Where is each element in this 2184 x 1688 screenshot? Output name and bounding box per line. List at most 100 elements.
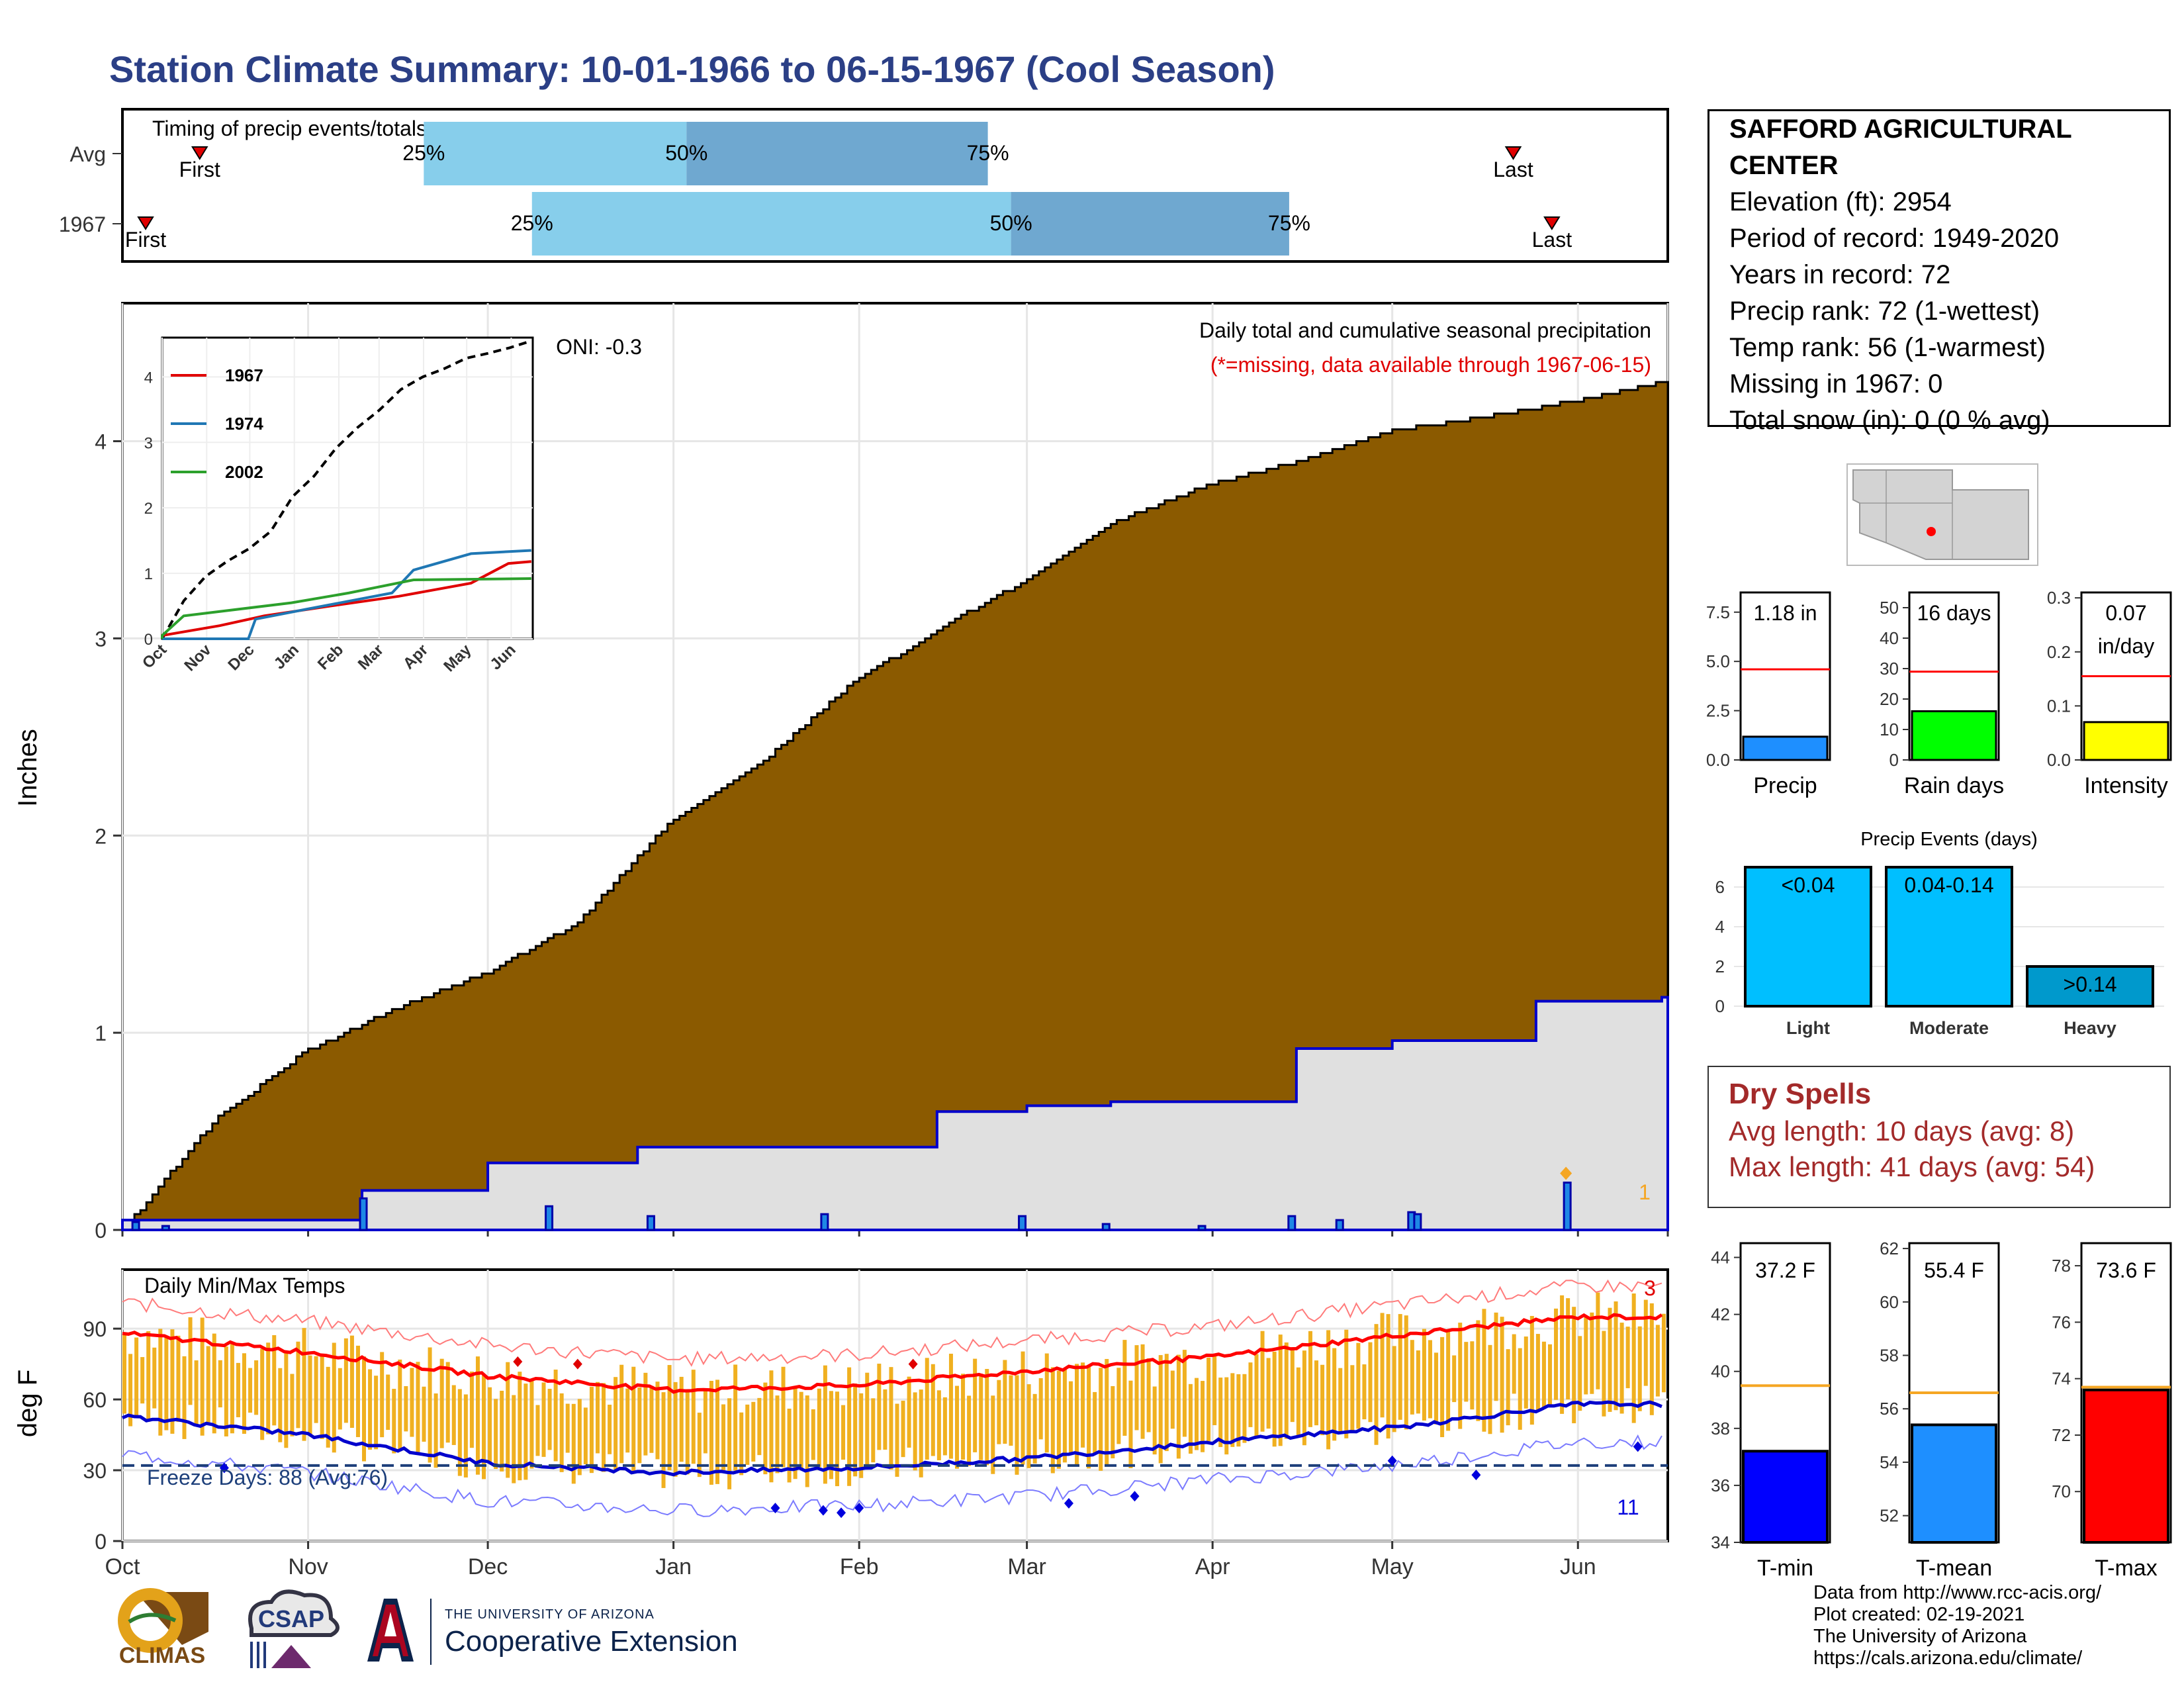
daily-temp-bar (1081, 1362, 1085, 1448)
daily-temp-bar (254, 1360, 259, 1415)
daily-temp-bar (991, 1395, 995, 1474)
daily-temp-bar (1044, 1353, 1049, 1453)
temp-ytick-label-0: 0 (95, 1530, 107, 1554)
timing-first-label-0: First (179, 158, 220, 181)
daily-temp-bar (619, 1364, 624, 1464)
daily-temp-bar (1482, 1309, 1486, 1432)
daily-temp-bar (817, 1388, 821, 1468)
daily-temp-bar (703, 1391, 707, 1454)
daily-precip-bar-12 (1413, 1213, 1422, 1231)
precip-ytick-label-1: 1 (95, 1021, 107, 1045)
daily-temp-bar (416, 1362, 420, 1453)
temp-summary-value-1: 55.4 F (1924, 1258, 1984, 1282)
record-low-marker-1 (770, 1503, 780, 1514)
dry-spells-avg: Avg length: 10 days (avg: 8) (1729, 1115, 2075, 1147)
daily-temp-bar (781, 1366, 786, 1468)
daily-temp-bar (1344, 1329, 1349, 1438)
daily-temp-bar (1314, 1360, 1319, 1426)
daily-precip-bar-0 (131, 1221, 140, 1231)
daily-temp-bar (1596, 1292, 1600, 1389)
max-precip-marker (1560, 1166, 1572, 1180)
daily-temp-bar (1332, 1348, 1337, 1441)
station-precip-rank: Precip rank: 72 (1-wettest) (1729, 297, 2040, 326)
daily-temp-bar (1362, 1364, 1367, 1420)
daily-temp-bar (1182, 1350, 1187, 1437)
temp-ytick-label-2: 60 (83, 1388, 107, 1412)
temp-ylabel: deg F (13, 1370, 42, 1437)
cumulative-precip-1967-area (122, 381, 1669, 1231)
daily-precip-bar-10 (1335, 1219, 1344, 1231)
daily-temp-bar (1428, 1340, 1432, 1419)
inset-ytick-3: 3 (144, 434, 153, 452)
daily-temp-bar (1380, 1313, 1385, 1418)
temp-summary-ytick-label-0-1: 36 (1711, 1476, 1730, 1495)
daily-precip-bar-1 (161, 1225, 170, 1231)
daily-temp-bar (1075, 1364, 1079, 1466)
daily-temp-bar (200, 1317, 205, 1436)
daily-temp-bar (206, 1346, 210, 1423)
daily-temp-bar (260, 1348, 265, 1440)
events-ytick-3: 6 (1715, 877, 1725, 897)
temp-summary-bar-0 (1742, 1450, 1829, 1544)
temp-summary-name-2: T-max (2095, 1556, 2157, 1581)
daily-temp-bar (697, 1413, 702, 1477)
daily-temp-bar (1242, 1374, 1247, 1443)
daily-temp-bar (1524, 1336, 1528, 1409)
daily-temp-bar (799, 1391, 803, 1470)
timing-iqr-high-1 (1011, 192, 1289, 256)
record-low-marker-2 (818, 1505, 828, 1516)
daily-temp-bar (1386, 1314, 1390, 1439)
daily-temp-bar (823, 1365, 827, 1484)
inset-series-1967 (161, 560, 531, 639)
daily-temp-bar (1476, 1320, 1480, 1421)
daily-temp-bar (625, 1388, 630, 1453)
daily-temp-bar (1206, 1357, 1211, 1442)
daily-precip-bar-9 (1287, 1215, 1297, 1231)
daily-temp-bar (380, 1352, 385, 1438)
events-title: Precip Events (days) (1860, 829, 2038, 850)
temp-summary-ytick-label-1-4: 60 (1880, 1292, 1899, 1312)
temp-summary-ytick-label-0-0: 34 (1711, 1532, 1730, 1552)
temp-summary-name-0: T-min (1757, 1556, 1813, 1581)
inset-ytick-4: 4 (144, 369, 153, 387)
daily-temp-bar (236, 1362, 240, 1417)
daily-temp-bar (1038, 1378, 1043, 1440)
climas-logo: CLIMAS (109, 1582, 215, 1681)
credit-created: Plot created: 02-19-2021 (1813, 1604, 2025, 1625)
daily-temp-bar (853, 1383, 858, 1477)
daily-temp-bar (667, 1365, 672, 1471)
daily-temp-bar (134, 1337, 139, 1417)
location-map (1846, 463, 2038, 566)
daily-temp-bar (1584, 1316, 1588, 1395)
daily-temp-bar (1164, 1354, 1169, 1452)
station-temp-rank: Temp rank: 56 (1-warmest) (1729, 333, 2046, 362)
daily-temp-bar (212, 1333, 216, 1434)
daily-temp-bar (1152, 1386, 1157, 1455)
inset-ytick-1: 1 (144, 565, 153, 583)
events-ytick-1: 2 (1715, 957, 1725, 976)
daily-temp-bar (1254, 1354, 1259, 1438)
credits: Data from http://www.rcc-acis.org/ Plot … (1813, 1582, 2101, 1669)
daily-temp-bar (961, 1374, 966, 1460)
temp-xtick-label-3: Jan (655, 1554, 692, 1579)
daily-temp-bar (314, 1356, 318, 1423)
daily-temp-bar (655, 1382, 660, 1460)
daily-precip-bar-3 (545, 1205, 554, 1231)
daily-temp-bar (877, 1364, 882, 1450)
daily-temp-bar (1224, 1377, 1229, 1455)
csap-logo-text: CSAP (258, 1605, 324, 1632)
temp-summary-value-2: 73.6 F (2096, 1258, 2156, 1282)
temp-xtick-label-6: Apr (1195, 1554, 1230, 1579)
daily-temp-bar (979, 1374, 983, 1460)
daily-temp-bar (1099, 1368, 1103, 1471)
temp-xtick-label-4: Feb (840, 1554, 879, 1579)
daily-temp-bar (1212, 1355, 1217, 1425)
daily-temp-bar (709, 1380, 713, 1485)
daily-temp-bar (1296, 1367, 1300, 1436)
daily-temp-bar (433, 1393, 438, 1468)
summary-ytick-label-2-2: 0.2 (2047, 642, 2071, 662)
daily-temp-bar (913, 1392, 917, 1471)
record-high-marker-1 (572, 1358, 582, 1370)
station-period: Period of record: 1949-2020 (1729, 224, 2060, 253)
daily-temp-bar (751, 1401, 756, 1462)
